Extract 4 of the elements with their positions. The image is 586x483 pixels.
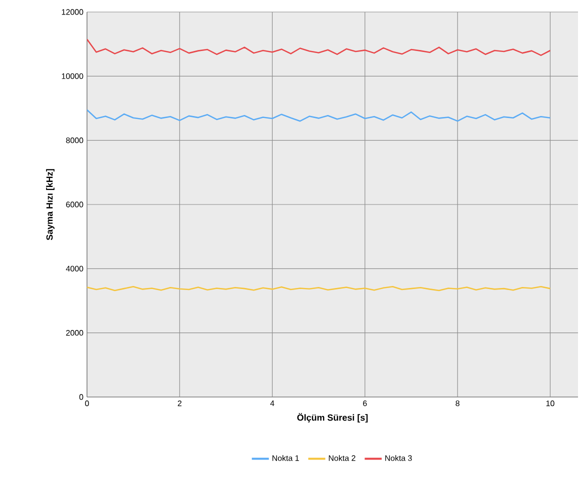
- x-axis-title: Ölçüm Süresi [s]: [297, 413, 368, 423]
- line-series: [87, 38, 551, 56]
- y-axis-title: Sayma Hızı [kHz]: [46, 169, 54, 240]
- line-series: [87, 109, 551, 122]
